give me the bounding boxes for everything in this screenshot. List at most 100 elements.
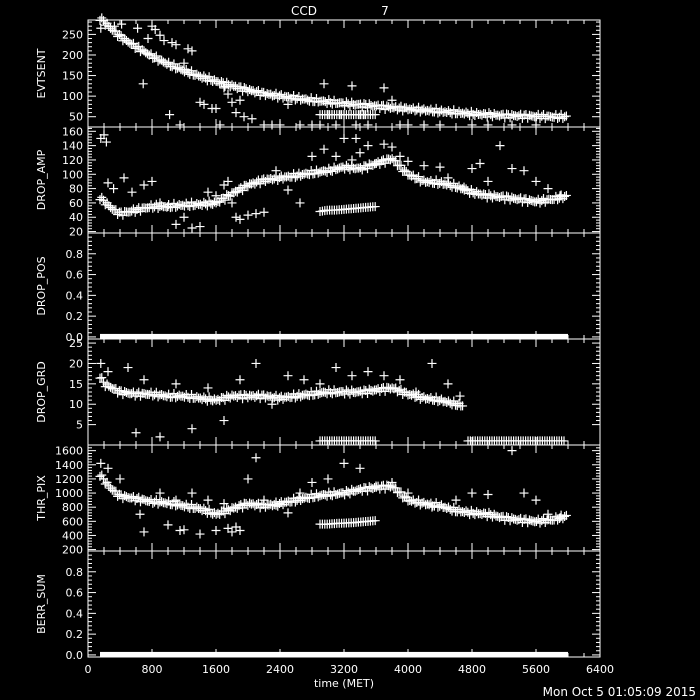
outlier-point — [211, 103, 221, 113]
y-tick-label: 5 — [76, 419, 83, 432]
outlier-point — [117, 19, 127, 29]
trend-point — [399, 165, 409, 175]
outlier-point — [395, 375, 405, 385]
y-tick-label: 20 — [69, 226, 83, 239]
low-point — [559, 436, 569, 446]
y-axis-label: BERR_SUM — [35, 574, 48, 634]
x-tick-label: 6400 — [586, 663, 614, 676]
x-tick-label: 4000 — [394, 663, 422, 676]
trend-point — [461, 184, 471, 194]
outlier-point — [483, 489, 493, 499]
outlier-point — [163, 520, 173, 530]
y-tick-label: 1400 — [55, 459, 83, 472]
outlier-point — [379, 139, 389, 149]
outlier-point — [331, 151, 341, 161]
outlier-point — [115, 474, 125, 484]
outlier-point — [319, 79, 329, 89]
low-point — [370, 110, 380, 120]
outlier-point — [443, 173, 453, 183]
outlier-point — [387, 95, 397, 105]
outlier-point — [135, 509, 145, 519]
outlier-point — [371, 159, 381, 169]
outlier-point — [171, 219, 181, 229]
outlier-point — [187, 46, 197, 56]
trend-point — [560, 191, 570, 201]
zero-value-band — [100, 651, 568, 657]
x-axis-label: time (MET) — [314, 677, 374, 690]
outlier-point — [427, 358, 437, 368]
trend-point — [114, 29, 124, 39]
panel-frame — [87, 550, 601, 658]
trend-point — [97, 470, 107, 480]
x-tick-label: 1600 — [202, 663, 230, 676]
timestamp: Mon Oct 5 01:05:09 2015 — [543, 685, 696, 699]
outlier-point — [143, 34, 153, 44]
panel-frame — [87, 232, 601, 340]
outlier-point — [555, 513, 565, 523]
y-tick-label: 0.2 — [66, 628, 84, 641]
outlier-point — [187, 488, 197, 498]
y-tick-label: 100 — [62, 90, 83, 103]
outlier-point — [203, 187, 213, 197]
outlier-point — [419, 161, 429, 171]
outlier-point — [507, 446, 517, 456]
outlier-series — [96, 446, 565, 539]
outlier-point — [175, 526, 185, 536]
y-tick-label: 1600 — [55, 445, 83, 458]
outlier-point — [155, 488, 165, 498]
low-series — [315, 110, 380, 120]
outlier-point — [155, 198, 165, 208]
y-axis-label: THR_PIX — [35, 475, 48, 522]
outlier-point — [543, 509, 553, 519]
outlier-point — [109, 184, 119, 194]
y-tick-label: 80 — [69, 183, 83, 196]
outlier-point — [223, 176, 233, 186]
outlier-point — [295, 120, 305, 130]
outlier-point — [295, 488, 305, 498]
outlier-point — [183, 44, 193, 54]
outlier-point — [379, 83, 389, 93]
y-tick-label: 0.0 — [66, 331, 84, 344]
outlier-point — [351, 133, 361, 143]
outlier-point — [165, 110, 175, 120]
y-axis-label: DROP_POS — [35, 256, 48, 315]
outlier-point — [259, 495, 269, 505]
outlier-point — [147, 176, 157, 186]
outlier-point — [339, 458, 349, 468]
outlier-point — [543, 184, 553, 194]
outlier-point — [355, 463, 365, 473]
ccd-label: CCD — [291, 4, 317, 18]
y-axis-label: EVTSENT — [35, 48, 48, 98]
outlier-point — [531, 495, 541, 505]
outlier-point — [133, 23, 143, 33]
y-tick-label: 160 — [62, 125, 83, 138]
outlier-point — [411, 387, 421, 397]
outlier-point — [179, 525, 189, 535]
outlier-point — [231, 108, 241, 118]
y-tick-label: 0.8 — [66, 248, 84, 261]
outlier-point — [119, 173, 129, 183]
outlier-point — [171, 379, 181, 389]
outlier-point — [459, 182, 469, 192]
outlier-point — [195, 97, 205, 107]
outlier-point — [251, 209, 261, 219]
outlier-point — [219, 83, 229, 93]
outlier-point — [239, 112, 249, 122]
outlier-point — [243, 474, 253, 484]
trend-point — [391, 156, 401, 166]
outlier-point — [211, 191, 221, 201]
outlier-point — [179, 58, 189, 68]
trend-point — [484, 507, 494, 517]
y-tick-label: 200 — [62, 49, 83, 62]
trend-point — [199, 503, 209, 513]
outlier-point — [403, 488, 413, 498]
y-tick-label: 200 — [62, 544, 83, 557]
trend-series — [95, 13, 571, 124]
trend-point — [449, 502, 459, 512]
y-tick-label: 250 — [62, 28, 83, 41]
x-tick-label: 0 — [85, 663, 92, 676]
y-tick-label: 800 — [62, 501, 83, 514]
outlier-point — [123, 363, 133, 373]
